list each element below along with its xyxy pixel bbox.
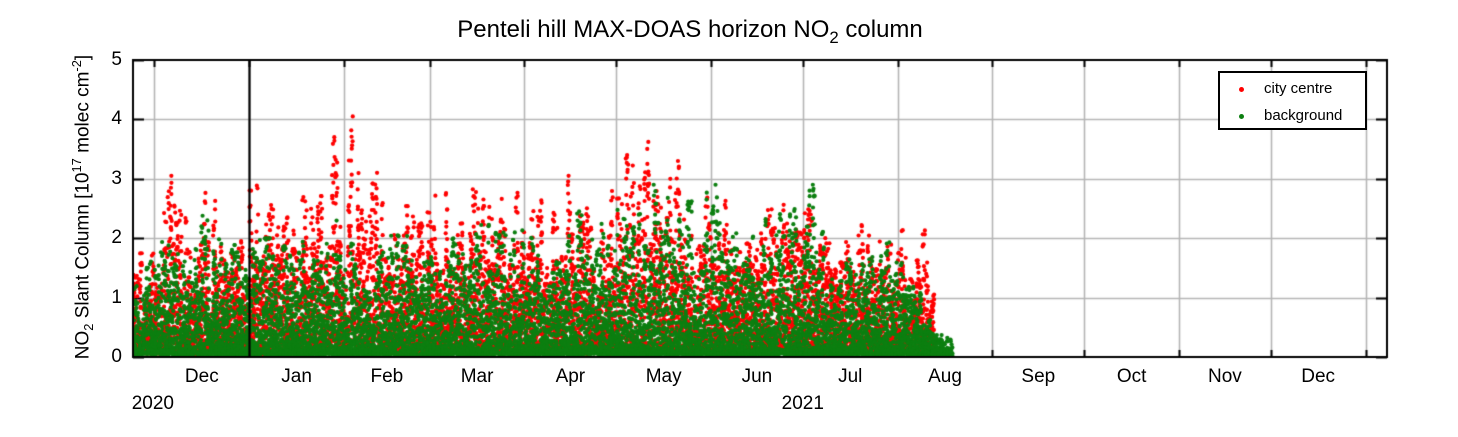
x-tick-label-jul: Jul <box>838 366 863 387</box>
x-tick-label-apr: Apr <box>555 366 586 387</box>
x-tick-label-dec: Dec <box>184 366 219 387</box>
legend-marker-background-icon <box>1239 114 1244 119</box>
x-tick-label-jun: Jun <box>741 366 773 387</box>
y-tick-label-4: 4 <box>111 108 122 130</box>
x-year-label-2021: 2021 <box>781 393 824 414</box>
x-tick-label-dec: Dec <box>1301 366 1336 387</box>
y-tick-label-0: 0 <box>111 346 122 367</box>
y-tick-label-1: 1 <box>111 286 122 308</box>
x-tick-label-oct: Oct <box>1116 366 1147 387</box>
plot-area-canvas <box>118 46 1402 372</box>
x-tick-label-nov: Nov <box>1207 366 1242 387</box>
legend-marker-city-centre-icon <box>1239 87 1244 92</box>
x-tick-label-sep: Sep <box>1021 366 1056 387</box>
legend-label-background: background <box>1264 107 1343 124</box>
legend-item-city-centre: city centre <box>1220 78 1365 100</box>
legend: city centre background <box>1218 71 1367 130</box>
chart-title-text-2: column <box>838 16 923 43</box>
x-tick-label-feb: Feb <box>370 366 404 387</box>
chart-title-subscript: 2 <box>829 27 839 47</box>
legend-label-city-centre: city centre <box>1264 80 1333 97</box>
x-tick-label-jan: Jan <box>281 366 312 387</box>
y-tick-label-3: 3 <box>111 167 122 189</box>
chart-title-text: Penteli hill MAX-DOAS horizon NO <box>457 16 830 43</box>
y-axis-label-subscript: 2 <box>81 323 97 331</box>
chart-title: Penteli hill MAX-DOAS horizon NO2 column <box>390 16 990 48</box>
y-tick-label-5: 5 <box>111 49 122 70</box>
x-tick-label-aug: Aug <box>928 366 962 387</box>
x-tick-label-mar: Mar <box>460 366 494 387</box>
x-year-label-2020: 2020 <box>131 393 175 414</box>
x-tick-label-may: May <box>645 366 682 387</box>
legend-item-background: background <box>1220 105 1365 127</box>
y-tick-label-2: 2 <box>111 227 122 249</box>
